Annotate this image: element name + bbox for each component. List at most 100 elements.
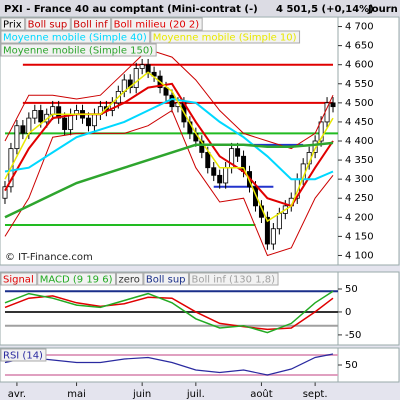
legend-box: [189, 272, 279, 286]
legend-box: [0, 272, 38, 286]
x-tick-label: mai: [67, 389, 86, 400]
candle-body: [32, 110, 38, 119]
candle-body: [68, 113, 74, 130]
candle-body: [139, 64, 145, 69]
candle-body: [330, 102, 336, 108]
y-tick-label: -50: [345, 330, 361, 341]
candle-body: [145, 64, 151, 73]
y-tick-label: 4 450: [345, 117, 374, 128]
candle-body: [169, 94, 175, 108]
legend-label: zero: [118, 275, 139, 286]
series-line: [4, 82, 334, 208]
legend-box: [0, 348, 47, 362]
legend-label: Boll milieu (20 2): [114, 20, 200, 31]
candle-body: [235, 148, 241, 157]
candle-body: [85, 117, 91, 127]
legend-label: Moyenne mobile (Simple 40): [3, 33, 147, 44]
watermark: © IT-Finance.com: [5, 252, 93, 263]
x-tick-label: juin: [132, 389, 151, 400]
candle-body: [163, 87, 169, 96]
candle-body: [211, 167, 217, 176]
candle-body: [312, 140, 318, 153]
header-quote: 4 501,5 (+0,14%): [276, 4, 374, 15]
candle-body: [20, 125, 26, 134]
series-line: [4, 97, 334, 181]
legend-label: Moyenne mobile (Simple 10): [153, 33, 297, 44]
series-line: [4, 353, 334, 376]
series-line: [4, 295, 334, 331]
candle-body: [318, 121, 324, 142]
header-period: Journ: [367, 4, 398, 15]
candle-body: [223, 167, 229, 184]
legend-box: [70, 17, 112, 31]
y-tick-label: 4 150: [345, 231, 374, 242]
panel: [0, 347, 339, 383]
candle-body: [50, 106, 56, 115]
candle-body: [264, 216, 270, 245]
y-tick-label: 4 200: [345, 212, 374, 223]
legend-label: RSI (14): [3, 351, 43, 362]
x-tick-label: sept.: [303, 389, 328, 400]
candle-body: [14, 125, 20, 150]
y-tick-label: 4 100: [345, 250, 374, 261]
x-tick-label: avr.: [8, 389, 26, 400]
candle-body: [217, 174, 223, 184]
legend-box: [115, 272, 144, 286]
series-line: [4, 71, 334, 223]
candle-body: [276, 213, 282, 230]
y-tick-label: 4 650: [345, 41, 374, 52]
y-tick-label: 4 300: [345, 174, 374, 185]
legend-label: Boll inf: [73, 20, 108, 31]
legend-box: [25, 17, 71, 31]
axis-area: [337, 347, 400, 383]
plot: [2, 48, 338, 257]
plot: [4, 290, 338, 334]
candle-body: [91, 113, 97, 127]
series-line: [4, 109, 334, 257]
legend-box: [0, 30, 151, 44]
y-tick-label: 4 500: [345, 98, 374, 109]
legend-label: Boll inf (130 1,8): [192, 275, 276, 286]
candle-body: [133, 68, 139, 88]
legend-label: Moyenne mobile (Simple 150): [3, 46, 153, 57]
series-line: [4, 141, 334, 219]
candle-body: [62, 117, 68, 130]
legend-label: Boll sup: [146, 275, 186, 286]
axis-area: [337, 271, 400, 346]
x-tick-label: août: [250, 388, 273, 400]
header-title: PXI - France 40 au comptant (Mini-contra…: [4, 4, 258, 15]
x-tick-label: juil.: [186, 389, 205, 400]
legend-box: [0, 43, 157, 57]
candle-body: [26, 117, 32, 134]
legend-box: [143, 272, 190, 286]
y-tick-label: 4 400: [345, 136, 374, 147]
panels: 4 100 4 150 4 200 4 250 4 300 4 350 4 400 4 450…: [0, 16, 400, 400]
y-tick-label: 0: [345, 307, 351, 318]
series-line: [4, 290, 334, 334]
legend-label: Prix: [3, 20, 22, 31]
candle-body: [252, 186, 258, 207]
y-tick-label: 50: [345, 360, 358, 371]
legend-label: Signal: [3, 275, 34, 286]
y-tick-label: 4 700: [345, 22, 374, 33]
plot: [4, 353, 338, 376]
legend-box: [37, 272, 116, 286]
legend-label: Boll sup: [28, 20, 68, 31]
legend-box: [0, 17, 26, 31]
y-tick-label: 50: [345, 284, 358, 295]
y-tick-label: 4 350: [345, 155, 374, 166]
legend-box: [150, 30, 301, 44]
header-bar: [0, 0, 400, 16]
legend-box: [111, 17, 203, 31]
axis-area: [337, 16, 400, 266]
legend-label: MACD (9 19 6): [40, 275, 113, 286]
y-tick-label: 4 550: [345, 79, 374, 90]
candle-body: [2, 186, 8, 199]
y-tick-label: 4 600: [345, 60, 374, 71]
candle-body: [270, 228, 276, 245]
candle-body: [205, 152, 211, 169]
y-tick-label: 4 250: [345, 193, 374, 204]
candle-body: [38, 110, 44, 123]
